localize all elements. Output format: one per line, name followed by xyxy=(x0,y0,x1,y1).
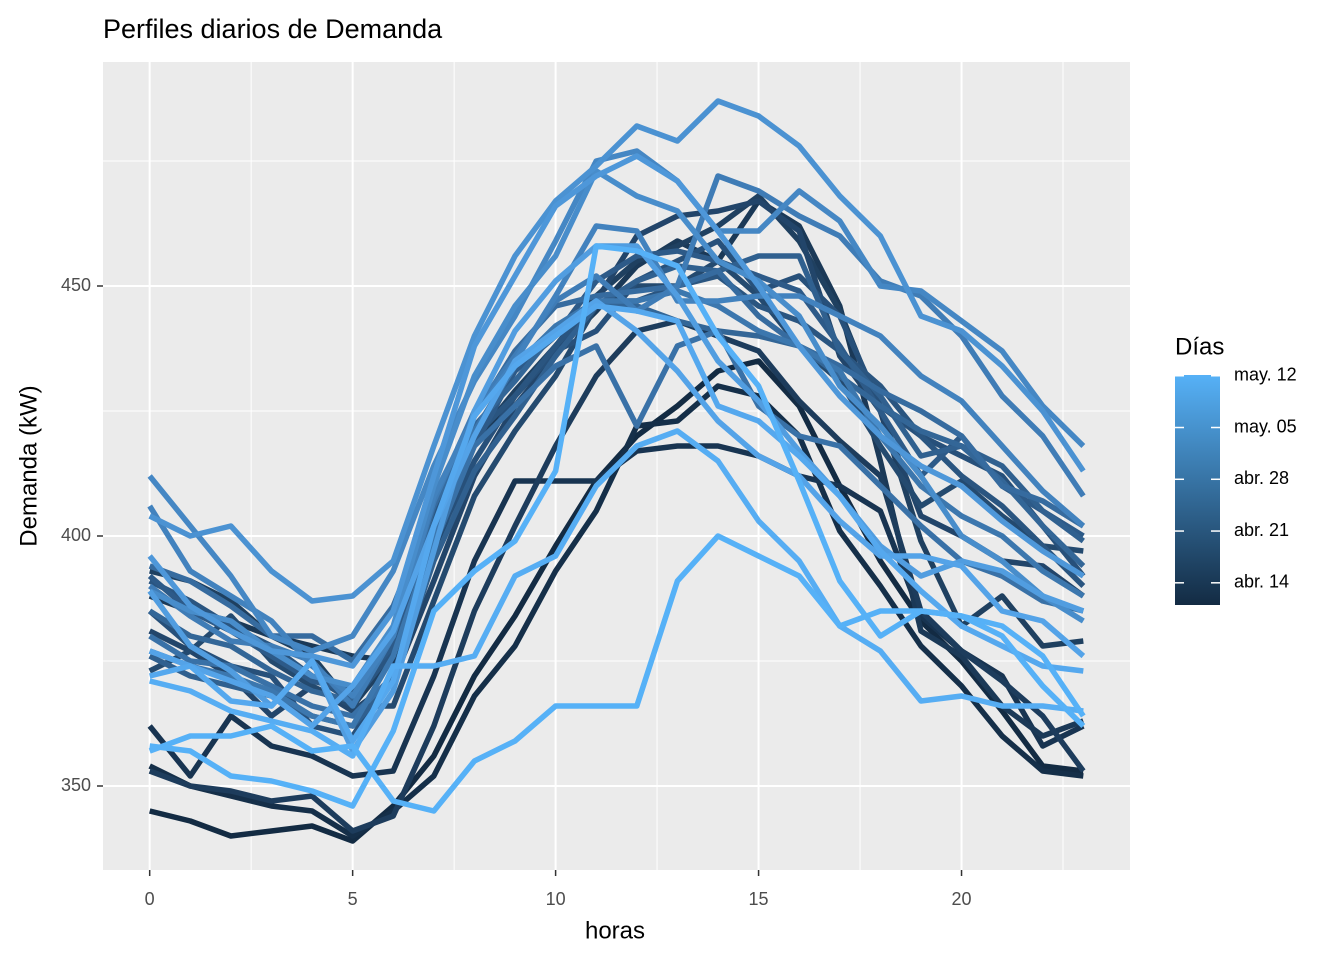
series-line xyxy=(149,303,1084,744)
x-tick-label: 0 xyxy=(145,889,155,909)
y-tick-label: 400 xyxy=(61,525,91,545)
x-tick-label: 10 xyxy=(546,889,566,909)
y-tick-label: 450 xyxy=(61,275,91,295)
series-line xyxy=(148,198,1085,739)
x-axis-title: horas xyxy=(585,917,645,944)
x-tick-label: 15 xyxy=(749,889,769,909)
series-line xyxy=(147,223,1086,699)
series-line xyxy=(149,243,1086,809)
series-line xyxy=(148,328,1084,719)
legend-label: may. 12 xyxy=(1234,364,1297,384)
series-line xyxy=(147,153,1085,669)
legend-title: Días xyxy=(1175,333,1224,360)
series-line xyxy=(149,428,1084,759)
series-line xyxy=(148,98,1086,604)
y-tick-label: 350 xyxy=(61,775,91,795)
legend-label: may. 05 xyxy=(1234,416,1297,436)
series-line xyxy=(147,148,1086,654)
colorbar xyxy=(1175,375,1220,605)
series-line xyxy=(148,318,1086,834)
legend-label: abr. 21 xyxy=(1234,520,1289,540)
legend-label: abr. 28 xyxy=(1234,468,1289,488)
series-line xyxy=(148,298,1086,729)
legend-label: abr. 14 xyxy=(1234,572,1289,592)
series-line xyxy=(149,358,1084,844)
y-axis-title: Demanda (kW) xyxy=(15,385,42,546)
x-tick-label: 5 xyxy=(348,889,358,909)
x-tick-label: 20 xyxy=(952,889,972,909)
chart-title: Perfiles diarios de Demanda xyxy=(103,14,443,44)
series-line xyxy=(148,288,1085,729)
